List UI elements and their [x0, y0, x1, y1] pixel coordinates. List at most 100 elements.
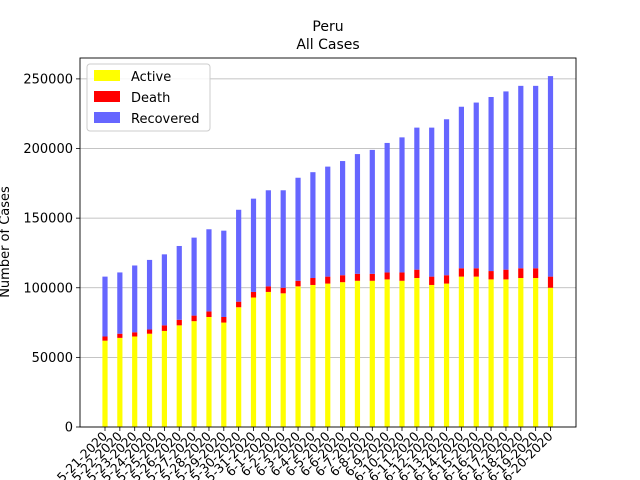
bar-active	[161, 330, 167, 427]
legend-label-active: Active	[131, 70, 171, 85]
bar-death	[547, 276, 554, 288]
bar-death	[221, 317, 227, 323]
bar-death	[458, 268, 464, 277]
bars	[102, 76, 554, 427]
bar-recovered	[295, 177, 301, 281]
bar-active	[191, 321, 197, 427]
legend-swatch-recovered	[94, 112, 120, 123]
bar-active	[310, 284, 316, 427]
bar-death	[146, 329, 153, 334]
bar-death	[325, 276, 331, 284]
bar-recovered	[547, 76, 554, 277]
bar-death	[503, 269, 509, 280]
bar-death	[310, 278, 316, 285]
bar-recovered	[250, 198, 257, 292]
bar-death	[236, 301, 242, 308]
bar-active	[340, 282, 346, 427]
bar-recovered	[443, 119, 450, 276]
legend-swatch-active	[94, 70, 120, 81]
y-axis-label: Number of Cases	[0, 186, 13, 298]
bar-death	[354, 273, 361, 281]
bar-active	[518, 278, 524, 427]
bar-active	[458, 276, 464, 427]
legend-label-recovered: Recovered	[131, 112, 200, 127]
y-tick-label: 50000	[32, 351, 73, 366]
bar-active	[443, 283, 450, 427]
bar-death	[518, 268, 524, 279]
bar-death	[384, 272, 390, 280]
bar-death	[191, 315, 197, 322]
bar-death	[102, 336, 108, 341]
bar-active	[280, 293, 286, 427]
bar-active	[473, 276, 479, 427]
bar-active	[102, 340, 108, 427]
y-tick-label: 200000	[23, 142, 73, 157]
bar-death	[443, 275, 450, 284]
bar-death	[488, 271, 494, 280]
bar-recovered	[518, 85, 524, 269]
bar-active	[250, 297, 257, 427]
bar-recovered	[384, 142, 390, 273]
x-ticks: 5-21-20205-22-20205-23-20205-24-20205-25…	[54, 427, 556, 480]
bar-active	[503, 279, 509, 427]
bar-recovered	[533, 85, 539, 269]
bar-active	[414, 278, 420, 427]
legend-swatch-death	[94, 91, 120, 102]
bar-recovered	[280, 190, 286, 288]
bar-death	[399, 272, 405, 281]
bar-active	[206, 317, 212, 427]
y-tick-label: 250000	[23, 72, 73, 87]
bar-active	[295, 286, 301, 427]
bar-active	[117, 337, 123, 427]
bar-death	[206, 311, 212, 317]
y-tick-label: 100000	[23, 281, 73, 296]
bar-death	[369, 273, 375, 281]
bar-recovered	[221, 230, 227, 317]
bar-recovered	[176, 245, 182, 320]
bar-death	[265, 286, 271, 292]
bar-active	[325, 283, 331, 427]
legend: Active Death Recovered	[86, 63, 211, 132]
bar-recovered	[473, 102, 479, 269]
bar-active	[429, 284, 435, 427]
bar-recovered	[206, 229, 212, 312]
bar-recovered	[503, 91, 509, 270]
bar-death	[533, 268, 539, 279]
bar-death	[473, 268, 479, 277]
chart-title: Peru	[312, 19, 343, 35]
bar-active	[384, 279, 390, 427]
bar-death	[176, 319, 182, 326]
bar-recovered	[310, 172, 316, 279]
bar-recovered	[354, 154, 361, 274]
bar-active	[547, 287, 554, 427]
bar-recovered	[132, 265, 138, 333]
bar-active	[221, 322, 227, 427]
legend-label-death: Death	[131, 91, 170, 106]
bar-recovered	[488, 96, 494, 272]
bar-recovered	[399, 137, 405, 273]
bar-death	[414, 269, 420, 278]
y-tick-label: 150000	[23, 212, 73, 227]
bar-death	[117, 333, 123, 338]
bar-active	[176, 325, 182, 427]
bar-active	[265, 291, 271, 427]
bar-recovered	[236, 209, 242, 302]
bar-active	[236, 307, 242, 427]
bar-recovered	[265, 190, 271, 287]
chart-subtitle: All Cases	[296, 37, 359, 53]
bar-recovered	[429, 127, 435, 277]
bar-active	[146, 333, 153, 427]
bar-recovered	[325, 166, 331, 277]
bar-active	[132, 336, 138, 427]
bar-recovered	[340, 161, 346, 276]
bar-active	[369, 280, 375, 427]
bar-recovered	[146, 259, 153, 330]
bar-active	[533, 278, 539, 427]
bar-death	[340, 275, 346, 283]
bar-recovered	[191, 237, 197, 316]
bar-death	[280, 287, 286, 294]
y-ticks: 0 50000 100000 150000 200000 250000	[23, 72, 80, 436]
bar-death	[250, 291, 257, 298]
bar-recovered	[369, 149, 375, 274]
